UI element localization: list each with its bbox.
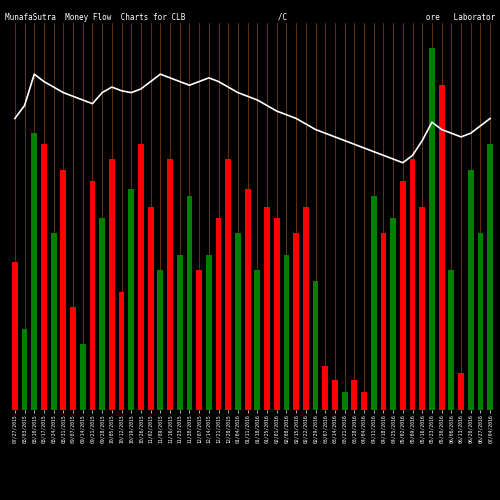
Bar [22, 329, 28, 410]
Bar [361, 392, 367, 410]
Bar [420, 207, 425, 410]
Bar [478, 233, 484, 410]
Bar [138, 144, 144, 410]
Bar [41, 144, 47, 410]
Bar [410, 159, 416, 410]
Bar [148, 207, 154, 410]
Bar [274, 218, 280, 410]
Bar [186, 196, 192, 410]
Bar [254, 270, 260, 410]
Bar [264, 207, 270, 410]
Bar [177, 255, 182, 410]
Bar [312, 281, 318, 410]
Bar [332, 380, 338, 410]
Bar [32, 133, 37, 410]
Bar [487, 144, 493, 410]
Bar [99, 218, 105, 410]
Bar [352, 380, 358, 410]
Bar [429, 48, 435, 410]
Bar [196, 270, 202, 410]
Bar [244, 188, 250, 410]
Text: MunafaSutra  Money Flow  Charts for CLB                    /C                   : MunafaSutra Money Flow Charts for CLB /C [5, 12, 495, 22]
Bar [468, 170, 473, 410]
Bar [118, 292, 124, 410]
Bar [458, 373, 464, 410]
Bar [322, 366, 328, 410]
Bar [371, 196, 376, 410]
Bar [206, 255, 212, 410]
Bar [303, 207, 309, 410]
Bar [448, 270, 454, 410]
Bar [167, 159, 173, 410]
Bar [158, 270, 164, 410]
Bar [400, 181, 406, 410]
Bar [90, 181, 96, 410]
Bar [235, 233, 241, 410]
Bar [226, 159, 231, 410]
Bar [380, 233, 386, 410]
Bar [70, 306, 76, 410]
Bar [284, 255, 290, 410]
Bar [128, 188, 134, 410]
Bar [342, 392, 347, 410]
Bar [438, 85, 444, 410]
Bar [50, 233, 56, 410]
Bar [80, 344, 86, 410]
Bar [109, 159, 115, 410]
Bar [12, 262, 18, 410]
Bar [390, 218, 396, 410]
Bar [60, 170, 66, 410]
Bar [216, 218, 222, 410]
Bar [293, 233, 299, 410]
